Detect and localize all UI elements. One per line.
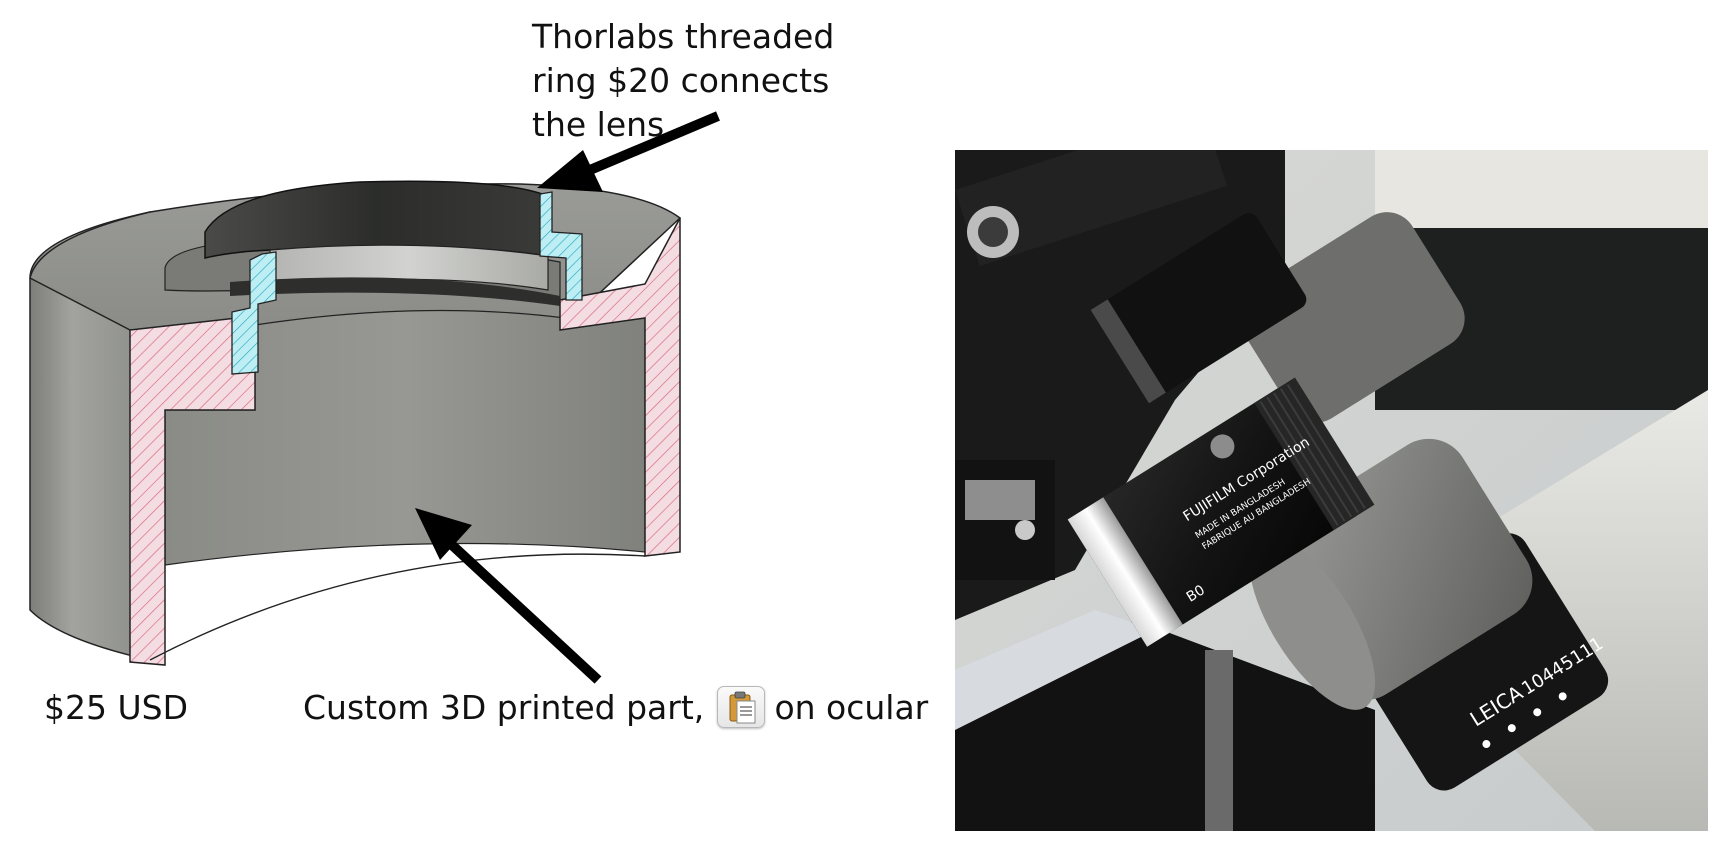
price-label: $25 USD — [44, 688, 188, 727]
adapter-photo: LEICA 10445111 — [955, 150, 1708, 831]
custom-part-label-head: Custom 3D printed part, — [303, 688, 705, 727]
fujifilm-lens: FUJIFILM Corporation MADE IN BANGLADESH … — [1067, 377, 1375, 647]
custom-part-label-tail: s on ocular — [746, 688, 929, 727]
arrow-to-ring — [537, 111, 720, 192]
custom-part-label: Custom 3D printed part, s on ocular — [303, 686, 928, 730]
arrow-to-part — [415, 508, 602, 684]
cut-face-right — [559, 217, 681, 557]
ring-cut-right — [539, 191, 583, 301]
thorlabs-ring-label: Thorlabs threaded ring $20 connects the … — [532, 17, 835, 144]
clipboard-paste-icon[interactable] — [716, 686, 765, 728]
cad-section-drawing — [29, 111, 720, 684]
ring-cut-left — [231, 251, 277, 375]
